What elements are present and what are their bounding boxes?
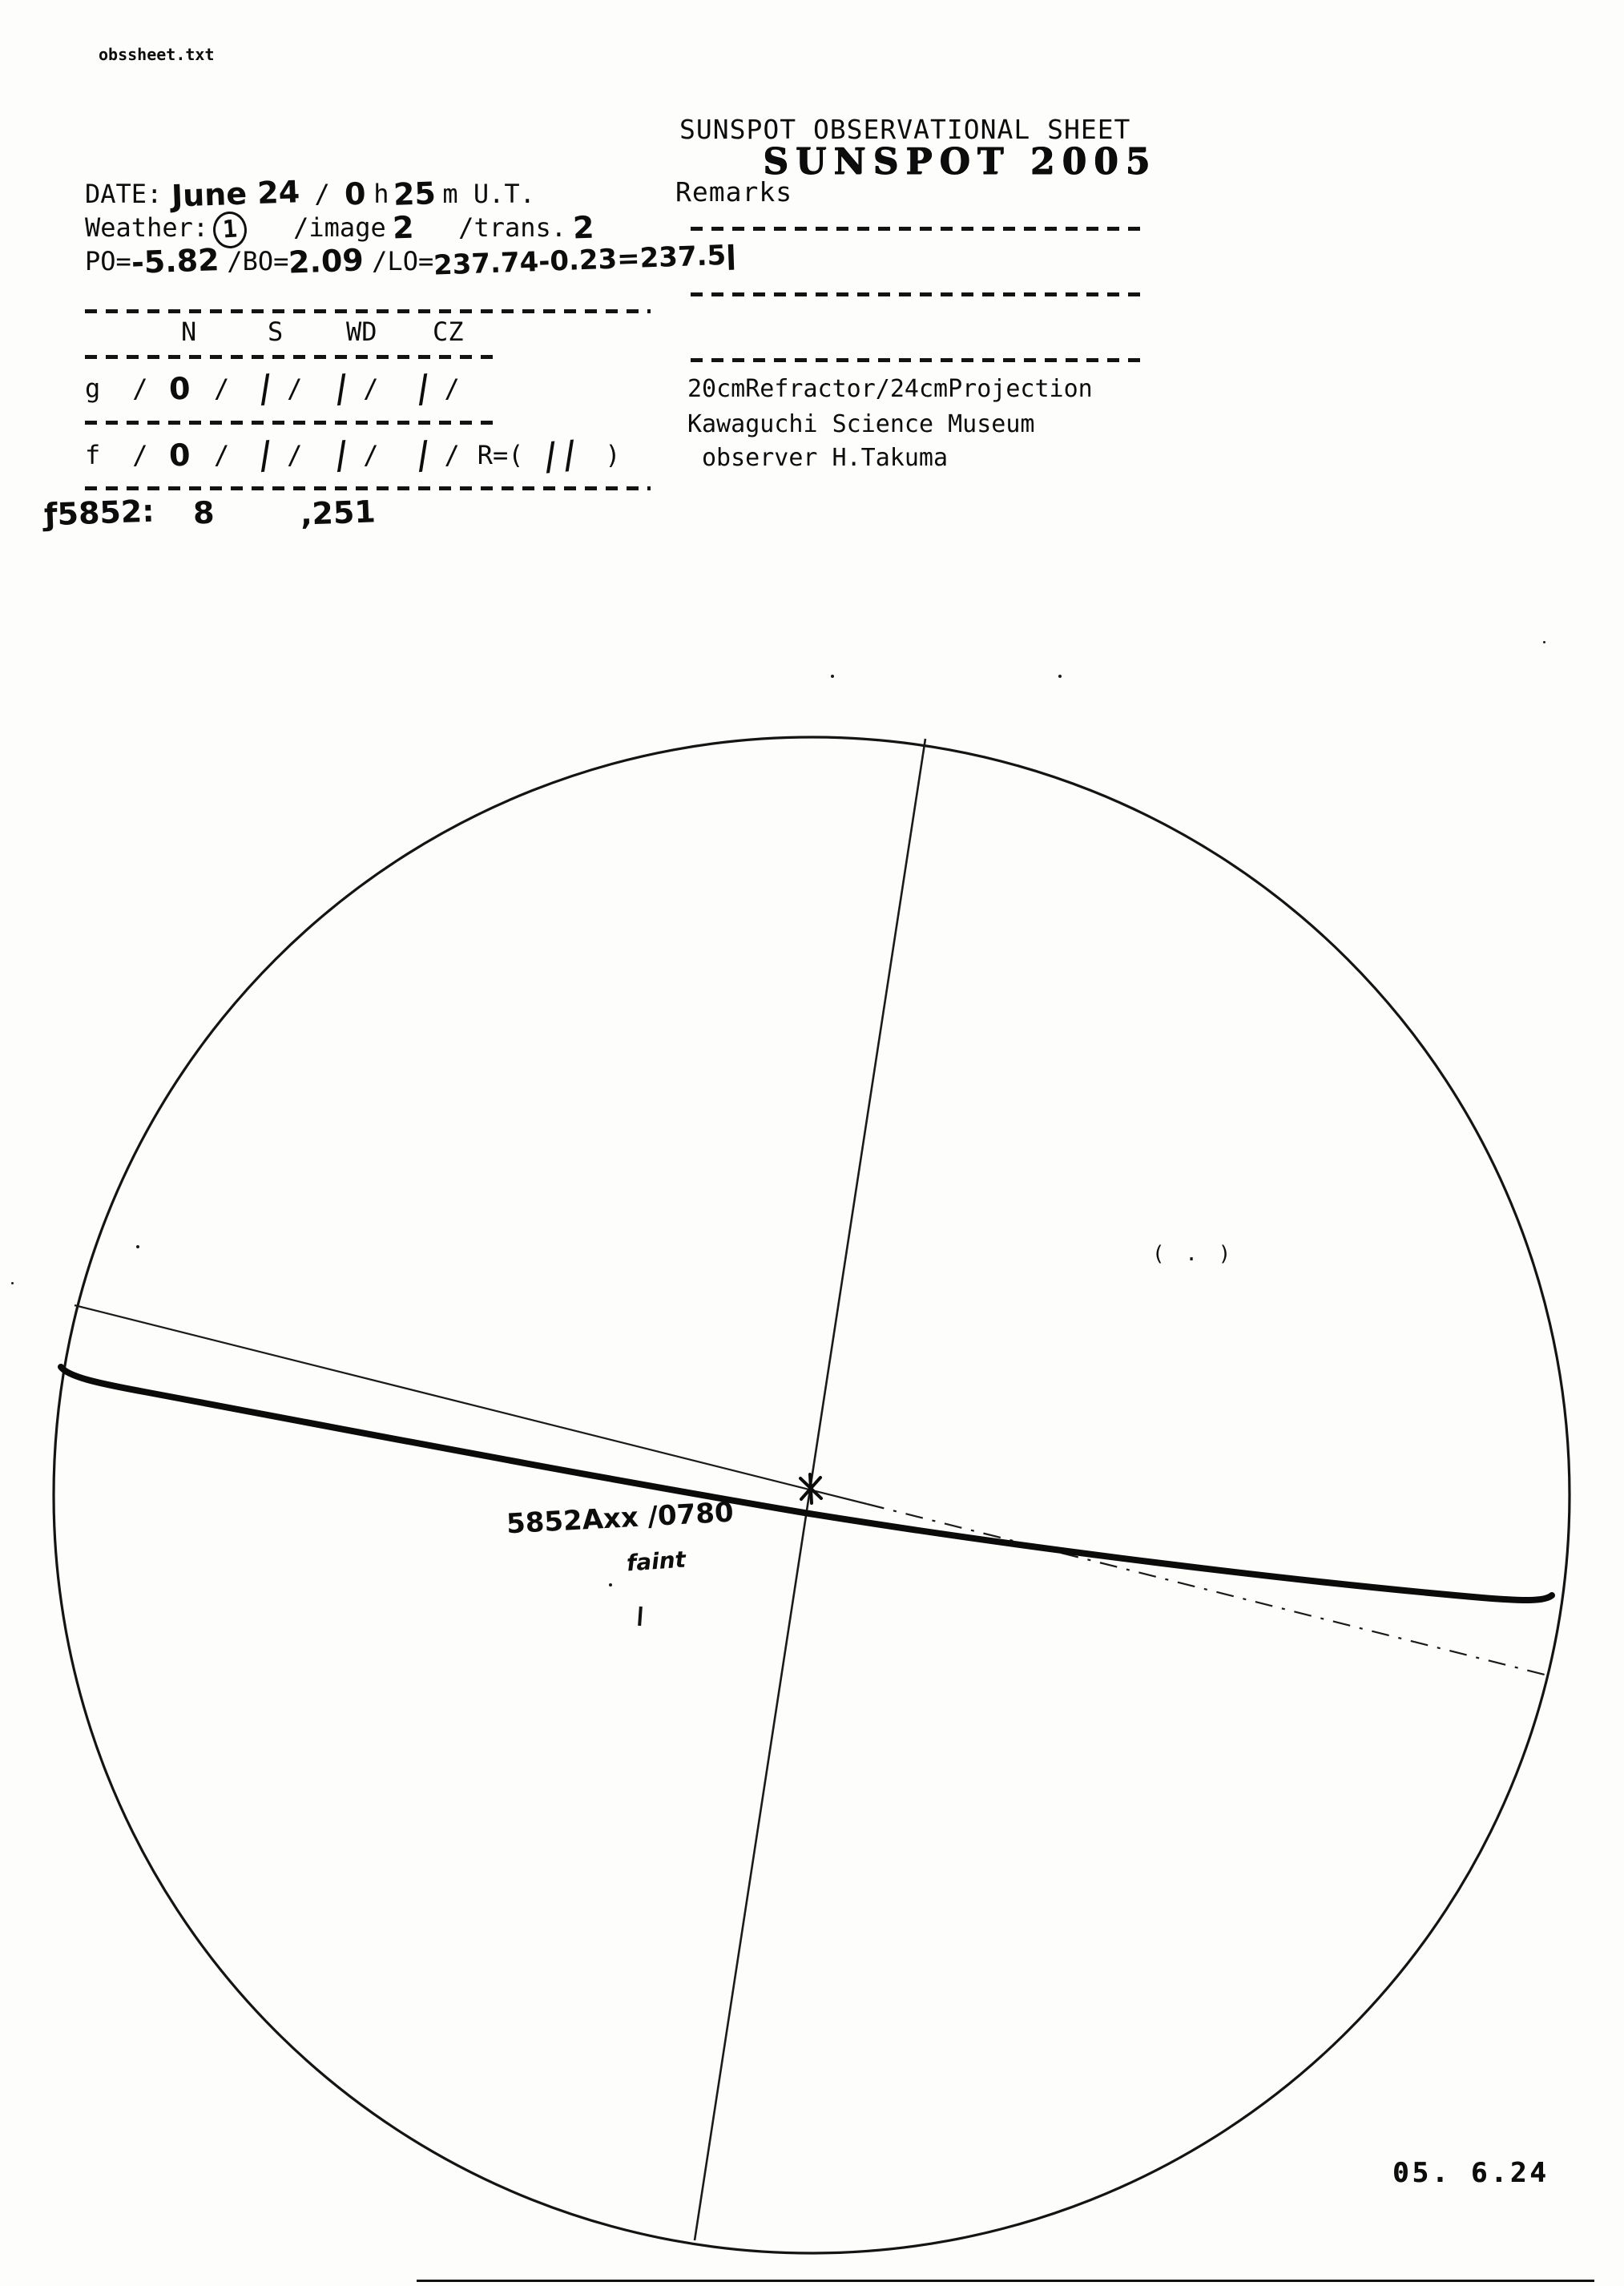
sheet-title: SUNSPOT OBSERVATIONAL SHEET (679, 114, 1131, 145)
f-label: f (85, 440, 101, 470)
year-stamp: SUNSPOT 2005 (763, 140, 1158, 183)
minute-unit: m U.T. (442, 179, 535, 209)
scan-speck (1543, 641, 1545, 643)
faint-note-label: faint (625, 1546, 687, 1577)
trans-label: /trans. (458, 212, 567, 243)
weather-label: Weather: (85, 212, 209, 243)
pen-dot (609, 1583, 612, 1586)
remarks-blank-line (691, 227, 1142, 231)
scan-speck (136, 1245, 139, 1248)
col-header-cz: CZ (433, 316, 464, 347)
cell-separator: / (363, 373, 379, 404)
equator-line-dashdot (866, 1502, 1545, 1676)
site-label: Kawaguchi Science Museum (687, 410, 1035, 438)
cell-separator: / (363, 440, 379, 470)
date-row: DATE: June 24 / 0 h 25 m U.T. (85, 174, 535, 214)
hour-unit: h (373, 179, 389, 209)
f-count-row: f / 0 / / / / / / / R=( // ) (85, 432, 621, 479)
r-close: ) (605, 440, 621, 470)
scan-edge-line (417, 2280, 1594, 2282)
cell-separator: / (287, 440, 303, 470)
observer-label: observer H.Takuma (702, 444, 949, 472)
weather-row: Weather: 1 /image 2 /trans. 2 (85, 210, 594, 250)
date-label: DATE: (85, 179, 163, 209)
col-header-wd: WD (346, 316, 377, 347)
lo-label: /LO= (372, 246, 434, 276)
remarks-label: Remarks (675, 176, 793, 208)
equator-line-solid (74, 1304, 868, 1506)
limb-paren-mark: ( . ) (1152, 1242, 1235, 1266)
col-header-s: S (268, 316, 284, 347)
ephemeris-row: PO= -5.82 /BO= 2.09 /LO= 237.74-0.23=237… (85, 239, 737, 281)
divider-line (85, 309, 651, 313)
divider-line (85, 355, 495, 359)
cell-separator: / (132, 440, 148, 470)
instrument-label: 20cmRefractor/24cmProjection (687, 375, 1093, 403)
g-count-row: g / 0 / / / / / / / (85, 366, 460, 411)
cell-separator: / (132, 373, 148, 404)
scan-speck (1058, 675, 1062, 678)
col-header-n: N (181, 316, 197, 347)
bo-label: /BO= (227, 246, 289, 276)
image-label: /image (293, 212, 386, 243)
divider-line (85, 421, 495, 425)
drawn-filament-line (58, 1364, 1555, 1603)
remarks-blank-line (691, 292, 1142, 296)
date-stamp: 05. 6.24 (1392, 2157, 1549, 2189)
r-label: R=( (477, 440, 524, 470)
date-separator: / (314, 179, 330, 209)
solar-limb-circle (52, 736, 1571, 2255)
cell-separator: / (213, 440, 230, 470)
file-name-label: obssheet.txt (99, 45, 215, 64)
remarks-blank-line (691, 358, 1142, 362)
cell-separator: / (213, 373, 230, 404)
g-label: g (85, 373, 101, 404)
po-label: PO= (85, 246, 131, 276)
cell-separator: / (287, 373, 303, 404)
cell-separator: / (444, 440, 460, 470)
cell-separator: / (444, 373, 460, 404)
divider-line (85, 486, 651, 490)
scan-speck (11, 1282, 14, 1284)
center-cross-mark (799, 1473, 823, 1505)
scan-speck (831, 675, 834, 678)
